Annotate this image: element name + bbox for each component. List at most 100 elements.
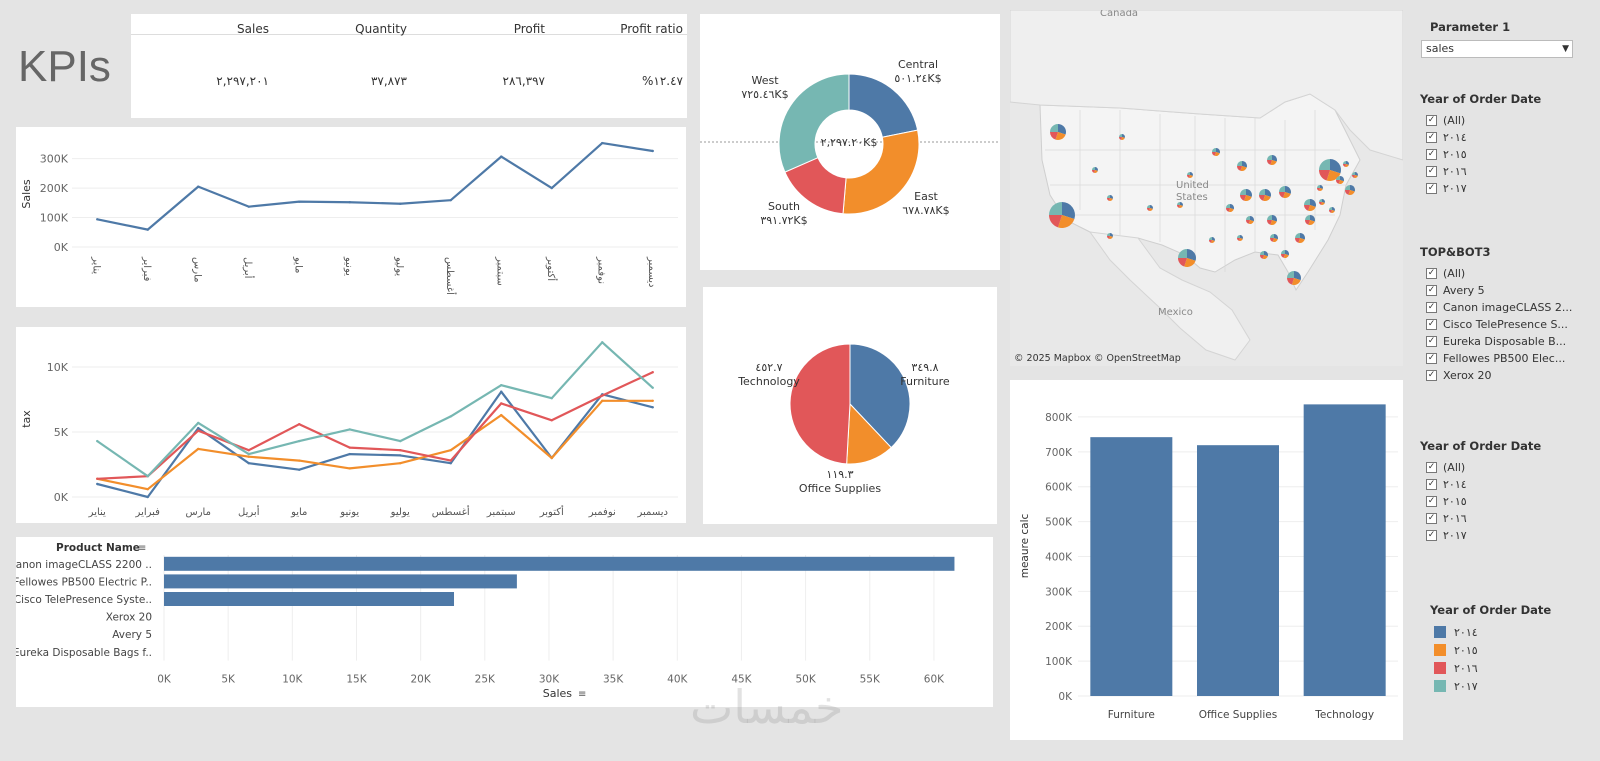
map-pie-marker-slice: [1287, 271, 1294, 278]
map-pie-marker-slice: [1274, 234, 1278, 240]
x-tick-label: 25K: [475, 674, 496, 686]
filter-option[interactable]: ✓ ٢٠١٥: [1426, 146, 1586, 163]
map-pie-marker-slice: [1262, 255, 1268, 259]
filter-option[interactable]: ✓ Avery 5: [1426, 282, 1586, 299]
map-pie-marker-slice: [1049, 215, 1062, 228]
filter-option-label: ٢٠١٧: [1443, 529, 1467, 542]
map-pie-marker-slice: [1300, 233, 1305, 240]
checkbox[interactable]: ✓: [1426, 115, 1437, 126]
checkbox[interactable]: ✓: [1426, 149, 1437, 160]
map-label-us-line1: United: [1176, 180, 1209, 191]
checkbox[interactable]: ✓: [1426, 496, 1437, 507]
sales-line-chart[interactable]: 0K 100K 200K 300K Sales يناير فبراير مارس أبريل م…: [16, 127, 686, 307]
y-tick-label: 200K: [40, 182, 69, 195]
filter-option[interactable]: ✓ ٢٠١٤: [1426, 129, 1586, 146]
filter-option[interactable]: ✓ ٢٠١٧: [1426, 527, 1586, 544]
tax-line-chart[interactable]: 0K 5K 10K tax يناير فبراير مارس أبريل مايو يونيو ي…: [16, 327, 686, 523]
checkbox[interactable]: ✓: [1426, 479, 1437, 490]
slice-west: [778, 73, 850, 173]
filter-option[interactable]: ✓ (All): [1426, 459, 1586, 476]
filter-option[interactable]: ✓ ٢٠١٧: [1426, 180, 1586, 197]
map-pie-marker-slice: [1107, 198, 1110, 201]
map-pie-marker-slice: [1319, 170, 1330, 181]
filter-option[interactable]: ✓ Eureka Disposable B...: [1426, 333, 1586, 350]
map-pie-marker-slice: [1295, 233, 1300, 238]
year-filter-1: Year of Order Date ✓ (All) ✓ ٢٠١٤ ✓ ٢٠١٥ ✓ ٢٠١٦…: [1420, 92, 1586, 197]
legend-label: ٢٠١٤: [1454, 625, 1478, 639]
legend-item[interactable]: ٢٠١٦: [1434, 659, 1551, 677]
checkbox[interactable]: ✓: [1426, 183, 1437, 194]
map-pie-marker-slice: [1270, 238, 1274, 242]
legend-item[interactable]: ٢٠١٧: [1434, 677, 1551, 695]
chevron-down-icon: ▼: [1562, 44, 1569, 54]
category-pie-panel: Furniture ٣٤٩.٨ Office Supplies ١١٩.٣ Techno…: [703, 287, 997, 524]
filter-option[interactable]: ✓ (All): [1426, 112, 1586, 129]
products-bar-chart[interactable]: 0K 5K 10K 15K 20K 25K 30K 35K 40K 45K 50K 55K 60K Pro…: [8, 537, 993, 707]
checkbox[interactable]: ✓: [1426, 268, 1437, 279]
checkbox[interactable]: ✓: [1426, 166, 1437, 177]
filter-option[interactable]: ✓ Fellowes PB500 Elec...: [1426, 350, 1586, 367]
data-point: [550, 419, 553, 422]
map-pie-marker-slice: [1237, 161, 1242, 166]
data-point: [348, 452, 351, 456]
y-axis-label: meaure calc: [1019, 513, 1031, 578]
map-pie-marker-slice: [1240, 166, 1247, 172]
y-tick-label: 0K: [54, 241, 69, 254]
checkbox[interactable]: ✓: [1426, 353, 1437, 364]
data-point: [298, 423, 301, 426]
topbot-filter-title: TOP&BOT3: [1420, 245, 1491, 259]
checkbox[interactable]: ✓: [1426, 319, 1437, 330]
slice-value-label: ٥٠١.٢٤K$: [894, 72, 941, 85]
map-pie-marker-slice: [1212, 148, 1216, 152]
checkbox[interactable]: ✓: [1426, 132, 1437, 143]
filter-option[interactable]: ✓ ٢٠١٦: [1426, 510, 1586, 527]
checkbox[interactable]: ✓: [1426, 285, 1437, 296]
data-point: [197, 185, 200, 188]
map-pie-marker-slice: [1122, 134, 1125, 138]
filter-option[interactable]: ✓ Cisco TelePresence S...: [1426, 316, 1586, 333]
sales-map-panel: Canada United States Mexico © 2025 Mapbo…: [1010, 10, 1403, 366]
map-pie-marker-slice: [1283, 254, 1289, 258]
y-tick-label: 400K: [1045, 551, 1073, 563]
sales-map[interactable]: Canada United States Mexico © 2025 Mapbo…: [1010, 10, 1403, 366]
parameter-filter: Parameter 1 sales ▼: [1421, 20, 1573, 58]
parameter-select[interactable]: sales ▼: [1421, 40, 1573, 58]
legend-item[interactable]: ٢٠١٤: [1434, 623, 1551, 641]
map-pie-marker-slice: [1184, 258, 1196, 267]
x-tick-label: مارس: [191, 257, 202, 282]
legend-item[interactable]: ٢٠١٥: [1434, 641, 1551, 659]
kpi-value-quantity: ٣٧,٨٧٣: [370, 74, 407, 88]
map-pie-marker-slice: [1322, 199, 1325, 203]
map-pie-marker-slice: [1354, 175, 1358, 178]
data-point: [348, 201, 351, 204]
filter-option[interactable]: ✓ ٢٠١٥: [1426, 493, 1586, 510]
filter-option[interactable]: ✓ Xerox 20: [1426, 367, 1586, 384]
measure-bar-chart[interactable]: 0K 100K 200K 300K 400K 500K 600K 700K 800K meaure…: [1010, 380, 1403, 740]
checkbox[interactable]: ✓: [1426, 530, 1437, 541]
checkbox[interactable]: ✓: [1426, 370, 1437, 381]
map-pie-marker-slice: [1317, 188, 1320, 191]
data-point: [449, 449, 452, 452]
data-point: [601, 394, 604, 397]
legend-label: ٢٠١٥: [1454, 643, 1478, 657]
slice-label: South: [768, 200, 800, 213]
x-tick-label: 10K: [282, 674, 303, 686]
checkbox[interactable]: ✓: [1426, 462, 1437, 473]
checkbox[interactable]: ✓: [1426, 336, 1437, 347]
filter-option[interactable]: ✓ Canon imageCLASS 2...: [1426, 299, 1586, 316]
series-line-y2017: [96, 341, 654, 478]
filter-option[interactable]: ✓ ٢٠١٦: [1426, 163, 1586, 180]
checkbox[interactable]: ✓: [1426, 513, 1437, 524]
y-tick-label: 300K: [40, 153, 69, 166]
map-pie-marker-slice: [1272, 155, 1277, 162]
x-tick-label: 40K: [667, 674, 688, 686]
filter-option[interactable]: ✓ ٢٠١٤: [1426, 476, 1586, 493]
map-pie-marker-slice: [1150, 205, 1153, 209]
map-pie-marker-slice: [1180, 202, 1183, 206]
checkbox[interactable]: ✓: [1426, 302, 1437, 313]
slice-value-label: ٣٤٩.٨: [911, 361, 938, 374]
filter-option[interactable]: ✓ (All): [1426, 265, 1586, 282]
data-point: [247, 455, 250, 458]
